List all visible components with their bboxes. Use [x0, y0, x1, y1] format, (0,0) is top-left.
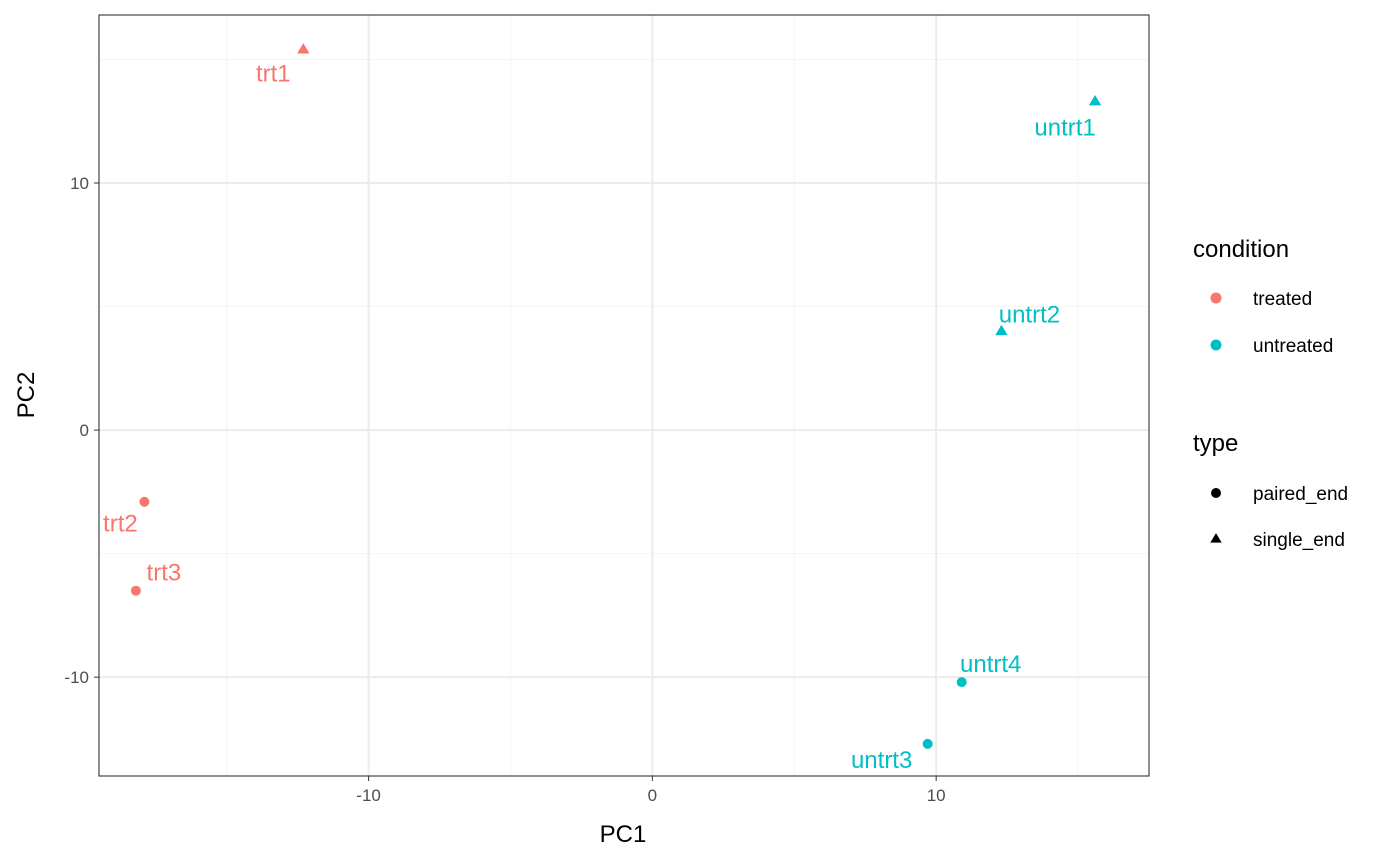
legend-condition-title: condition	[1193, 236, 1289, 263]
point-untrt1	[1088, 94, 1102, 106]
legend: condition treated untreated type paired_e…	[1193, 236, 1348, 551]
legend-condition-items: treated untreated	[1210, 289, 1333, 357]
point-labels: trt1 trt2 trt3 untrt1 untrt2 untrt3 untrt4	[103, 61, 1096, 774]
point-untrt3	[922, 738, 933, 749]
legend-key-treated	[1210, 292, 1222, 304]
data-points	[130, 43, 1102, 749]
legend-key-untreated	[1210, 339, 1222, 351]
point-untrt4	[956, 677, 967, 688]
panel-border	[98, 14, 1150, 777]
x-tick-label: -10	[356, 786, 381, 805]
legend-type-title: type	[1193, 430, 1238, 457]
point-label-untrt3: untrt3	[851, 747, 912, 774]
point-trt1	[297, 43, 310, 54]
y-axis-title: PC2	[13, 372, 40, 419]
point-untrt2	[995, 324, 1008, 336]
legend-type-items: paired_end single_end	[1210, 484, 1348, 551]
x-tick-label: 10	[927, 786, 946, 805]
point-label-untrt4: untrt4	[960, 651, 1021, 678]
point-trt2	[139, 496, 150, 507]
legend-label-untreated: untreated	[1253, 336, 1333, 357]
point-label-untrt1: untrt1	[1034, 114, 1095, 141]
y-tick-label: 10	[70, 174, 89, 193]
y-tick-label: 0	[80, 421, 89, 440]
point-label-untrt2: untrt2	[999, 301, 1060, 328]
legend-key-paired_end	[1211, 488, 1221, 498]
point-label-trt2: trt2	[103, 511, 138, 538]
legend-label-paired_end: paired_end	[1253, 484, 1348, 505]
legend-key-single_end	[1210, 533, 1222, 543]
x-axis-title: PC1	[600, 821, 647, 848]
x-tick-label: 0	[648, 786, 657, 805]
y-tick-label: -10	[64, 668, 89, 687]
legend-label-treated: treated	[1253, 289, 1312, 310]
x-axis-ticks: -10 0 10	[356, 776, 946, 805]
point-label-trt3: trt3	[147, 560, 182, 587]
major-gridlines	[99, 15, 1149, 776]
y-axis-ticks: -10 0 10	[64, 174, 99, 687]
minor-gridlines	[99, 15, 1149, 776]
point-trt3	[130, 585, 141, 596]
point-label-trt1: trt1	[256, 61, 291, 88]
legend-label-single_end: single_end	[1253, 530, 1345, 551]
